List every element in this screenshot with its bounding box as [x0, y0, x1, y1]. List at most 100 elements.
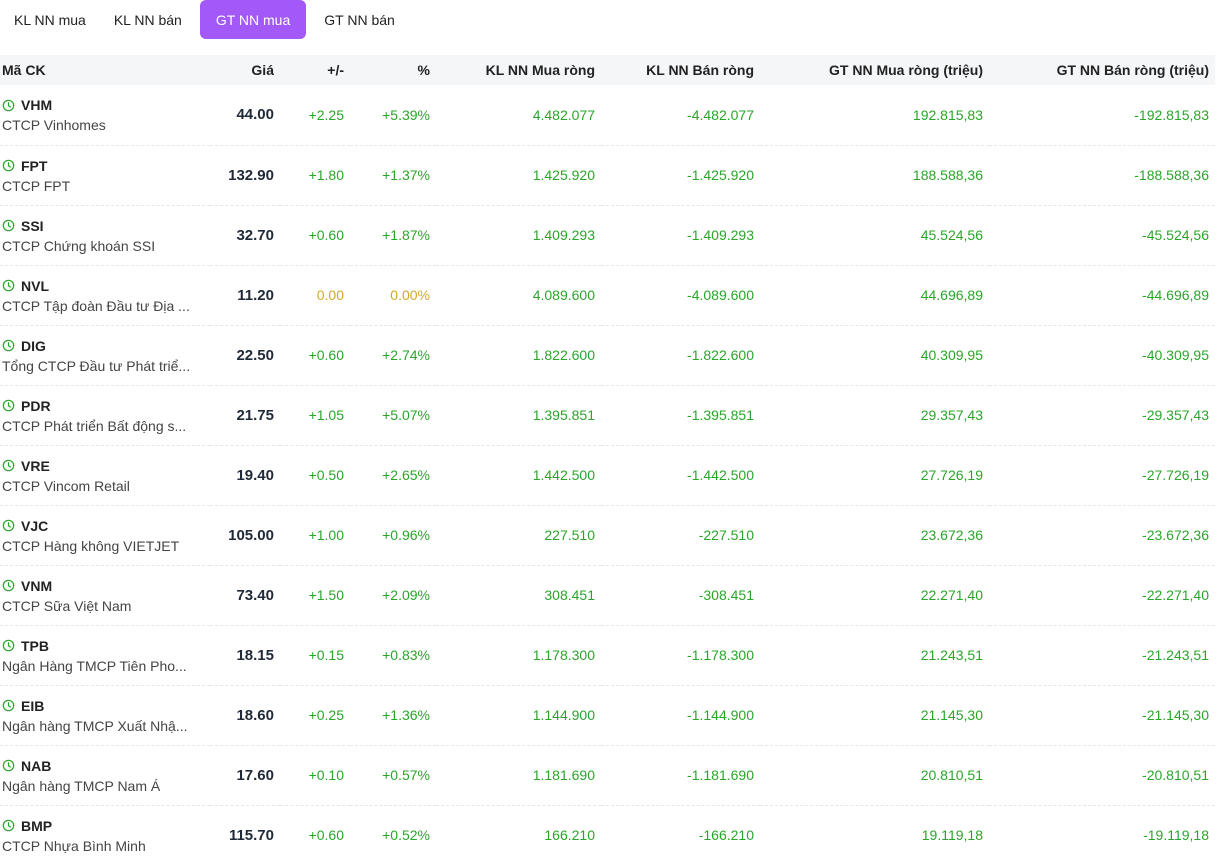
kl-ban-rong-cell: -1.181.690 [687, 767, 754, 783]
stock-symbol[interactable]: NVL [21, 277, 49, 294]
gt-mua-rong-cell: 44.696,89 [920, 287, 983, 303]
gt-ban-rong-cell: -40.309,95 [1142, 347, 1209, 363]
table-row[interactable]: VRE CTCP Vincom Retail 19.40 +0.50 +2.65% 1.4… [0, 445, 1215, 505]
price-cell: 18.60 [236, 706, 274, 724]
table-row[interactable]: FPT CTCP FPT 132.90 +1.80 +1.37% 1.425.920 -1.… [0, 145, 1215, 205]
gt-ban-rong-cell: -20.810,51 [1142, 767, 1209, 783]
clock-icon [2, 399, 15, 412]
symbol-cell[interactable]: VRE CTCP Vincom Retail [0, 445, 210, 505]
company-name: CTCP Phát triển Bất động s... [2, 417, 187, 434]
change-cell: +1.50 [308, 587, 344, 603]
kl-mua-rong-cell: 4.482.077 [532, 106, 595, 123]
percent-cell: +5.07% [382, 407, 430, 423]
stock-symbol[interactable]: VHM [21, 97, 53, 114]
clock-icon [2, 819, 15, 832]
kl-mua-rong-cell: 1.425.920 [532, 167, 595, 183]
tab-bar: KL NN mua KL NN bán GT NN mua GT NN bán [0, 0, 409, 39]
company-name: Ngân Hàng TMCP Tiên Pho... [2, 657, 187, 674]
table-row[interactable]: NAB Ngân hàng TMCP Nam Á 17.60 +0.10 +0.57% 1… [0, 745, 1215, 805]
symbol-cell[interactable]: NVL CTCP Tập đoàn Đầu tư Địa ... [0, 265, 210, 325]
percent-cell: +2.09% [382, 587, 430, 603]
kl-mua-rong-cell: 1.181.690 [532, 767, 595, 783]
change-cell: +0.10 [308, 767, 344, 783]
table-row[interactable]: PDR CTCP Phát triển Bất động s... 21.75 +1.… [0, 385, 1215, 445]
kl-ban-rong-cell: -1.178.300 [687, 647, 754, 663]
tab-kl-nn-ban[interactable]: KL NN bán [113, 11, 182, 28]
kl-mua-rong-cell: 1.395.851 [532, 407, 595, 423]
symbol-cell[interactable]: FPT CTCP FPT [0, 145, 210, 205]
symbol-cell[interactable]: VJC CTCP Hàng không VIETJET [0, 505, 210, 565]
percent-cell: +0.96% [382, 527, 430, 543]
clock-icon [2, 459, 15, 472]
kl-ban-rong-cell: -1.144.900 [687, 707, 754, 723]
stock-symbol[interactable]: FPT [21, 157, 48, 174]
stock-symbol[interactable]: EIB [21, 697, 45, 714]
change-cell: +0.60 [308, 827, 344, 843]
table-row[interactable]: VHM CTCP Vinhomes 44.00 +2.25 +5.39% 4.482.07… [0, 85, 1215, 145]
header-gt-ban-rong[interactable]: GT NN Bán ròng (triệu) [1056, 62, 1209, 78]
kl-ban-rong-cell: -227.510 [698, 527, 754, 543]
header-kl-mua-rong[interactable]: KL NN Mua ròng [485, 62, 595, 78]
stock-symbol[interactable]: VJC [21, 517, 49, 534]
kl-mua-rong-cell: 1.822.600 [532, 347, 595, 363]
symbol-cell[interactable]: BMP CTCP Nhựa Bình Minh [0, 805, 210, 856]
stock-symbol[interactable]: DIG [21, 337, 46, 354]
header-percent[interactable]: % [417, 62, 430, 78]
kl-mua-rong-cell: 1.178.300 [532, 647, 595, 663]
company-name: Tổng CTCP Đầu tư Phát triể... [2, 357, 191, 374]
table-row[interactable]: TPB Ngân Hàng TMCP Tiên Pho... 18.15 +0.15 +… [0, 625, 1215, 685]
gt-ban-rong-cell: -21.243,51 [1142, 647, 1209, 663]
clock-icon [2, 339, 15, 352]
table-row[interactable]: DIG Tổng CTCP Đầu tư Phát triể... 22.50 +0.… [0, 325, 1215, 385]
symbol-cell[interactable]: VHM CTCP Vinhomes [0, 85, 210, 145]
change-cell: +0.25 [308, 707, 344, 723]
table-row[interactable]: SSI CTCP Chứng khoán SSI 32.70 +0.60 +1.87% 1… [0, 205, 1215, 265]
symbol-cell[interactable]: TPB Ngân Hàng TMCP Tiên Pho... [0, 625, 210, 685]
percent-cell: +1.87% [382, 227, 430, 243]
table-row[interactable]: VNM CTCP Sữa Việt Nam 73.40 +1.50 +2.09% 308.… [0, 565, 1215, 625]
kl-mua-rong-cell: 1.409.293 [532, 227, 595, 243]
company-name: CTCP Vinhomes [2, 117, 106, 134]
symbol-cell[interactable]: EIB Ngân hàng TMCP Xuất Nhậ... [0, 685, 210, 745]
table-row[interactable]: BMP CTCP Nhựa Bình Minh 115.70 +0.60 +0.52% 1… [0, 805, 1215, 856]
change-cell: +0.15 [308, 647, 344, 663]
stock-symbol[interactable]: BMP [21, 817, 53, 834]
header-price[interactable]: Giá [251, 62, 274, 78]
price-cell: 11.20 [237, 286, 274, 304]
company-name: CTCP Vincom Retail [2, 477, 130, 494]
table-row[interactable]: NVL CTCP Tập đoàn Đầu tư Địa ... 11.20 0.00… [0, 265, 1215, 325]
stock-symbol[interactable]: PDR [21, 397, 51, 414]
gt-mua-rong-cell: 23.672,36 [920, 527, 983, 543]
header-gt-mua-rong[interactable]: GT NN Mua ròng (triệu) [829, 62, 983, 78]
change-cell: +1.00 [308, 527, 344, 543]
header-change[interactable]: +/- [327, 62, 344, 78]
tab-gt-nn-mua[interactable]: GT NN mua [199, 0, 307, 39]
header-symbol[interactable]: Mã CK [2, 62, 46, 78]
price-cell: 73.40 [236, 586, 274, 604]
price-cell: 17.60 [236, 766, 274, 784]
kl-ban-rong-cell: -1.822.600 [687, 347, 754, 363]
stock-symbol[interactable]: TPB [21, 637, 49, 654]
stock-symbol[interactable]: SSI [21, 217, 44, 234]
gt-mua-rong-cell: 45.524,56 [920, 227, 983, 243]
stock-symbol[interactable]: VNM [21, 577, 53, 594]
kl-mua-rong-cell: 1.442.500 [532, 467, 595, 483]
price-cell: 21.75 [236, 406, 274, 424]
stock-symbol[interactable]: NAB [21, 757, 52, 774]
table-row[interactable]: VJC CTCP Hàng không VIETJET 105.00 +1.00 +0.… [0, 505, 1215, 565]
percent-cell: +0.52% [382, 827, 430, 843]
gt-mua-rong-cell: 188.588,36 [912, 167, 983, 183]
symbol-cell[interactable]: PDR CTCP Phát triển Bất động s... [0, 385, 210, 445]
symbol-cell[interactable]: DIG Tổng CTCP Đầu tư Phát triể... [0, 325, 210, 385]
kl-mua-rong-cell: 1.144.900 [532, 707, 595, 723]
symbol-cell[interactable]: VNM CTCP Sữa Việt Nam [0, 565, 210, 625]
table-row[interactable]: EIB Ngân hàng TMCP Xuất Nhậ... 18.60 +0.25 +… [0, 685, 1215, 745]
symbol-cell[interactable]: NAB Ngân hàng TMCP Nam Á [0, 745, 210, 805]
tab-kl-nn-mua[interactable]: KL NN mua [14, 11, 86, 28]
gt-ban-rong-cell: -29.357,43 [1142, 407, 1209, 423]
header-kl-ban-rong[interactable]: KL NN Bán ròng [646, 62, 754, 78]
tab-gt-nn-ban[interactable]: GT NN bán [324, 11, 395, 28]
price-cell: 32.70 [236, 226, 274, 244]
symbol-cell[interactable]: SSI CTCP Chứng khoán SSI [0, 205, 210, 265]
stock-symbol[interactable]: VRE [21, 457, 50, 474]
